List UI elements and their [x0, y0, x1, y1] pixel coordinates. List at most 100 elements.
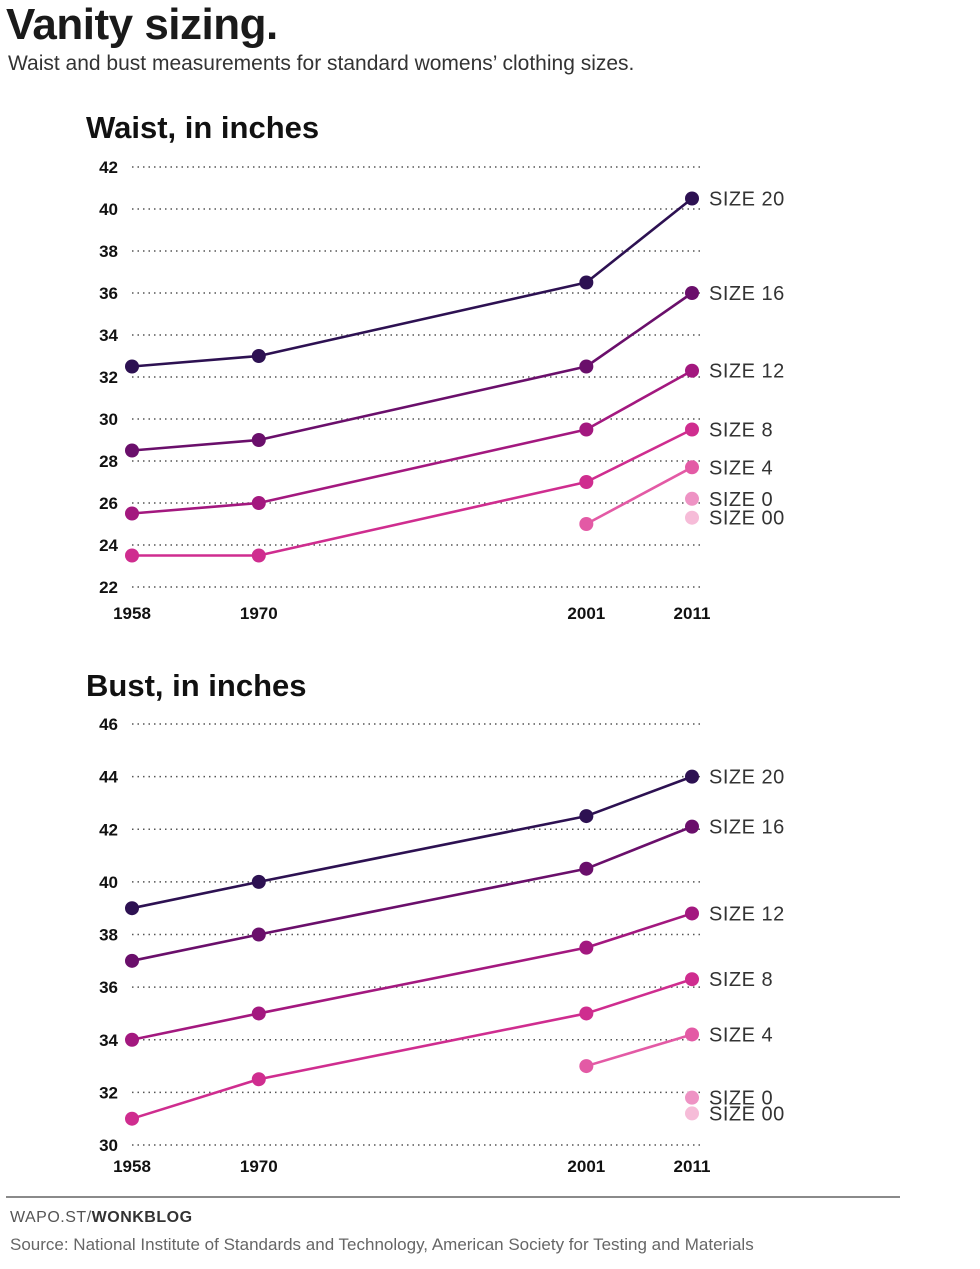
series-label: SIZE 20: [709, 189, 785, 211]
y-tick-label: 26: [99, 494, 118, 513]
source-note: Source: National Institute of Standards …: [10, 1235, 754, 1254]
x-tick-label: 2001: [567, 604, 605, 623]
series-label: SIZE 20: [709, 767, 785, 789]
y-tick-label: 44: [99, 768, 118, 787]
series-line: [131, 775, 693, 910]
series-line: [131, 825, 693, 963]
data-point: [685, 191, 699, 206]
data-point: [579, 422, 594, 437]
series-label: SIZE 4: [709, 457, 773, 479]
data-point: [251, 1072, 266, 1087]
data-point: [125, 1111, 139, 1126]
data-point: [251, 548, 266, 563]
data-point: [125, 506, 139, 521]
data-point: [251, 1006, 266, 1021]
y-tick-label: 34: [99, 326, 118, 345]
credit-prefix: WAPO.ST/: [10, 1209, 92, 1226]
y-tick-label: 28: [99, 452, 118, 471]
x-tick-label: 1970: [240, 1157, 278, 1176]
credit-brand: WONKBLOG: [91, 1209, 193, 1226]
data-point: [685, 422, 699, 437]
data-point: [579, 809, 594, 824]
data-point: [579, 475, 594, 489]
y-tick-label: 32: [99, 1083, 118, 1102]
bust-chart: Bust, in inches 30 32 34 36 38 40 42 44 46 1958 197…: [86, 668, 785, 1176]
y-tick-label: 38: [99, 926, 118, 945]
data-point: [685, 491, 699, 506]
data-point: [125, 1032, 139, 1047]
x-tick-label: 2011: [674, 604, 711, 623]
chart-title: Bust, in inches: [86, 668, 306, 703]
data-point: [685, 1106, 699, 1121]
data-point: [685, 1027, 699, 1042]
data-point: [251, 496, 266, 510]
data-point: [685, 769, 699, 784]
data-point: [579, 1006, 594, 1021]
series-line: [585, 466, 693, 526]
y-tick-label: 38: [99, 242, 118, 261]
data-point: [579, 359, 594, 374]
chart-title: Waist, in inches: [86, 110, 319, 145]
y-tick-label: 30: [99, 1136, 118, 1155]
data-point: [685, 510, 699, 525]
y-tick-label: 34: [99, 1031, 118, 1050]
data-point: [125, 901, 139, 916]
data-point: [251, 349, 266, 363]
y-tick-label: 30: [99, 410, 118, 429]
series-line: [131, 912, 693, 1042]
data-point: [251, 433, 266, 447]
series-label: SIZE 00: [709, 1103, 785, 1125]
series-label: SIZE 0: [709, 1088, 773, 1110]
data-point: [685, 286, 699, 300]
series-line: [131, 977, 693, 1120]
x-tick-label: 2001: [567, 1157, 605, 1176]
data-point: [685, 972, 699, 987]
series-label: SIZE 8: [709, 969, 773, 991]
y-tick-label: 22: [99, 578, 118, 597]
data-point: [125, 359, 139, 374]
x-tick-label: 1958: [113, 604, 151, 623]
series-line: [131, 291, 693, 452]
y-tick-label: 42: [99, 158, 118, 177]
y-tick-label: 32: [99, 368, 118, 387]
y-tick-label: 24: [99, 536, 118, 555]
data-point: [579, 517, 594, 531]
x-tick-label: 1970: [240, 604, 278, 623]
series-label: SIZE 00: [709, 508, 785, 530]
credit-line: WAPO.ST/WONKBLOG: [10, 1209, 193, 1227]
data-point: [579, 940, 594, 955]
data-point: [251, 927, 266, 942]
data-point: [685, 906, 699, 921]
series-label: SIZE 12: [709, 361, 785, 383]
series-label: SIZE 0: [709, 489, 773, 511]
data-point: [685, 363, 699, 378]
y-tick-label: 40: [99, 200, 118, 219]
data-point: [685, 460, 699, 475]
series-line: [585, 1033, 693, 1068]
y-tick-label: 36: [99, 284, 118, 303]
y-tick-label: 42: [99, 820, 118, 839]
data-point: [685, 1090, 699, 1105]
data-point: [685, 819, 699, 834]
series-line: [131, 197, 693, 368]
series-line: [131, 369, 693, 515]
data-point: [251, 874, 266, 889]
series-line: [132, 428, 693, 557]
page-subtitle: Waist and bust measurements for standard…: [8, 52, 635, 75]
data-point: [579, 275, 594, 290]
footer-divider: [6, 1196, 900, 1198]
y-tick-label: 36: [99, 978, 118, 997]
data-point: [579, 1059, 594, 1074]
series-label: SIZE 4: [709, 1024, 773, 1046]
data-point: [125, 443, 139, 458]
x-tick-label: 2011: [674, 1157, 711, 1176]
series-label: SIZE 16: [709, 283, 785, 305]
series-label: SIZE 12: [709, 903, 785, 925]
series-label: SIZE 8: [709, 420, 773, 442]
series-label: SIZE 16: [709, 817, 785, 839]
waist-chart: Waist, in inches 22 24 26 28 30 32 34 36 38 40 42 19…: [86, 110, 785, 623]
page-title: Vanity sizing.: [6, 0, 278, 49]
data-point: [125, 953, 139, 968]
y-tick-label: 46: [99, 715, 118, 734]
data-point: [125, 548, 139, 563]
